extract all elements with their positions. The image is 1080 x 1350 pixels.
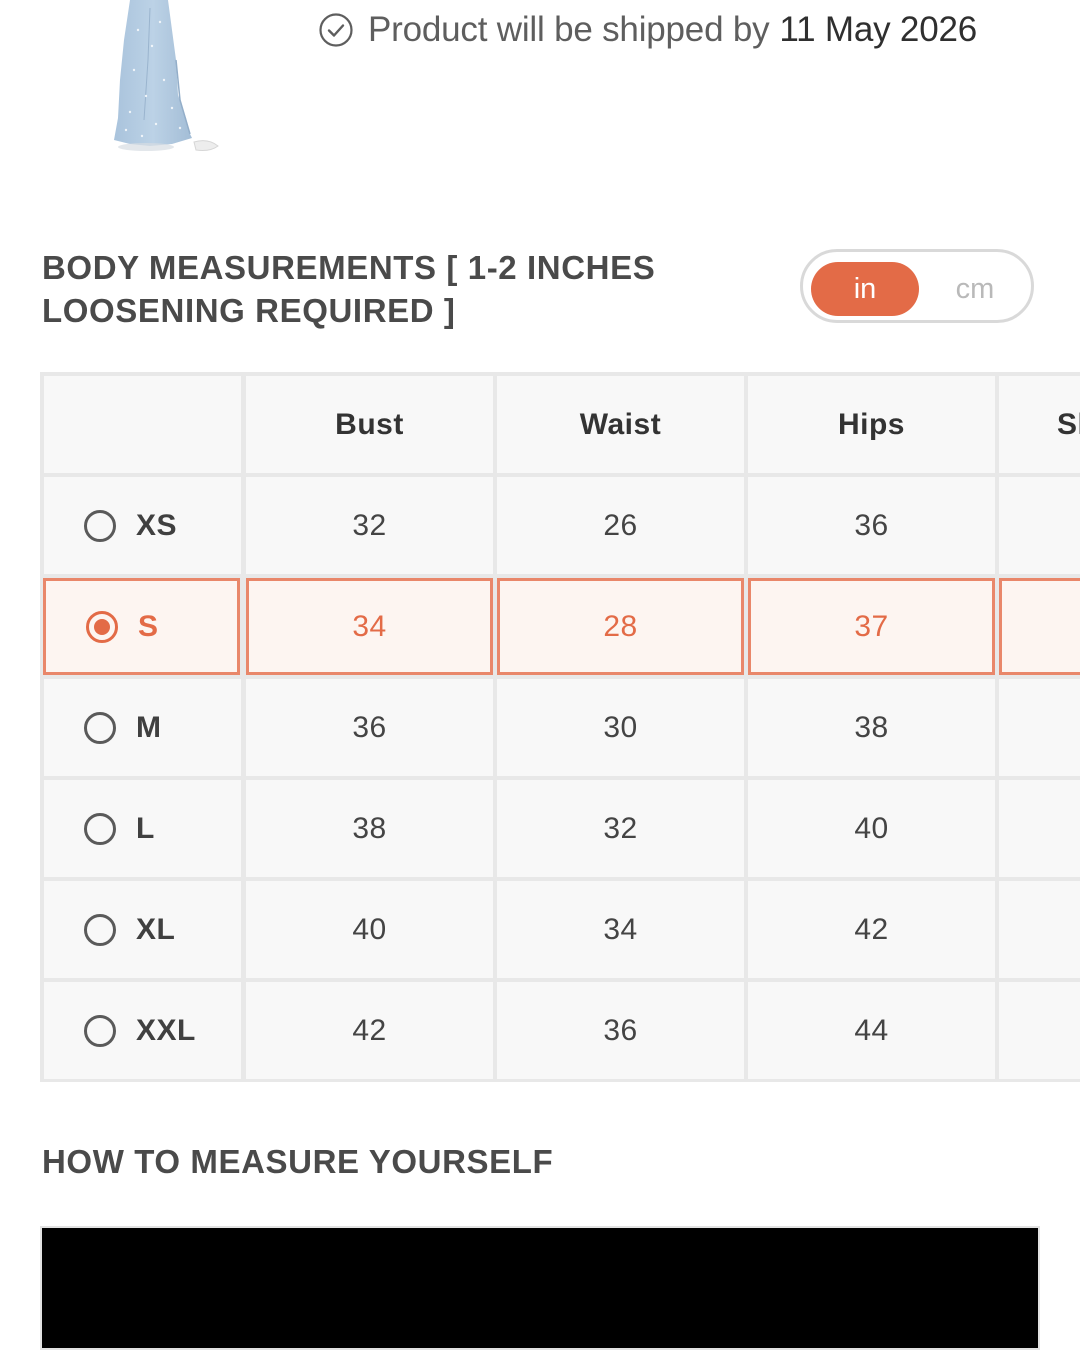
shipping-date: 11 May 2026	[779, 10, 977, 49]
table-header-hips: Hips	[748, 376, 995, 473]
radio-icon[interactable]	[84, 812, 116, 845]
table-cell: 42	[748, 881, 995, 978]
table-cell	[999, 780, 1080, 877]
table-cell: 36	[246, 679, 493, 776]
size-chart-table: BustWaistHipsShXS322636S342837M363038L38…	[40, 372, 1080, 1082]
size-label: XL	[136, 912, 176, 946]
radio-selected-icon[interactable]	[86, 610, 118, 643]
size-label: L	[136, 811, 155, 845]
size-label: M	[136, 710, 162, 744]
size-option-m[interactable]: M	[44, 679, 241, 776]
size-option-xs[interactable]: XS	[44, 477, 241, 574]
size-option-xl[interactable]: XL	[44, 881, 241, 978]
table-cell: 40	[748, 780, 995, 877]
radio-icon[interactable]	[84, 1014, 116, 1047]
how-to-measure-title: HOW TO MEASURE YOURSELF	[42, 1143, 554, 1180]
radio-icon[interactable]	[84, 711, 116, 744]
table-cell: 38	[246, 780, 493, 877]
table-cell: 32	[246, 477, 493, 574]
table-cell: 28	[497, 578, 744, 675]
table-cell: 37	[748, 578, 995, 675]
product-image[interactable]	[90, 0, 260, 160]
unit-option-inches[interactable]: in	[811, 262, 919, 316]
radio-icon[interactable]	[84, 913, 116, 946]
table-cell: 34	[246, 578, 493, 675]
table-header-bust: Bust	[246, 376, 493, 473]
table-cell: 36	[497, 982, 744, 1079]
dress-illustration	[114, 0, 219, 151]
size-label: S	[138, 609, 159, 643]
size-option-l[interactable]: L	[44, 780, 241, 877]
how-to-measure-video[interactable]	[40, 1226, 1040, 1350]
check-circle-icon	[319, 13, 353, 47]
radio-icon[interactable]	[84, 509, 116, 542]
table-cell: 34	[497, 881, 744, 978]
unit-toggle[interactable]: in cm	[800, 249, 1034, 323]
table-cell: 36	[748, 477, 995, 574]
table-cell: 40	[246, 881, 493, 978]
table-cell: 30	[497, 679, 744, 776]
table-cell	[999, 982, 1080, 1079]
shipping-text: Product will be shipped by	[368, 10, 770, 49]
size-option-xxl[interactable]: XXL	[44, 982, 241, 1079]
size-chart-grid: BustWaistHipsShXS322636S342837M363038L38…	[40, 372, 1080, 1082]
table-cell: 44	[748, 982, 995, 1079]
table-cell: 42	[246, 982, 493, 1079]
table-cell: 26	[497, 477, 744, 574]
size-label: XS	[136, 508, 178, 542]
table-header-corner	[44, 376, 241, 473]
table-cell	[999, 578, 1080, 675]
table-cell	[999, 477, 1080, 574]
unit-option-centimeters[interactable]: cm	[955, 272, 995, 305]
table-cell: 32	[497, 780, 744, 877]
table-header-waist: Waist	[497, 376, 744, 473]
table-cell	[999, 679, 1080, 776]
size-label: XXL	[136, 1013, 196, 1047]
size-option-s[interactable]: S	[43, 578, 240, 675]
body-measurements-title: BODY MEASUREMENTS [ 1-2 INCHES LOOSENING…	[42, 249, 656, 329]
table-cell: 38	[748, 679, 995, 776]
shipping-estimate: Product will be shipped by 11 May 2026	[318, 8, 977, 52]
table-header-sh: Sh	[999, 376, 1080, 473]
table-cell	[999, 881, 1080, 978]
